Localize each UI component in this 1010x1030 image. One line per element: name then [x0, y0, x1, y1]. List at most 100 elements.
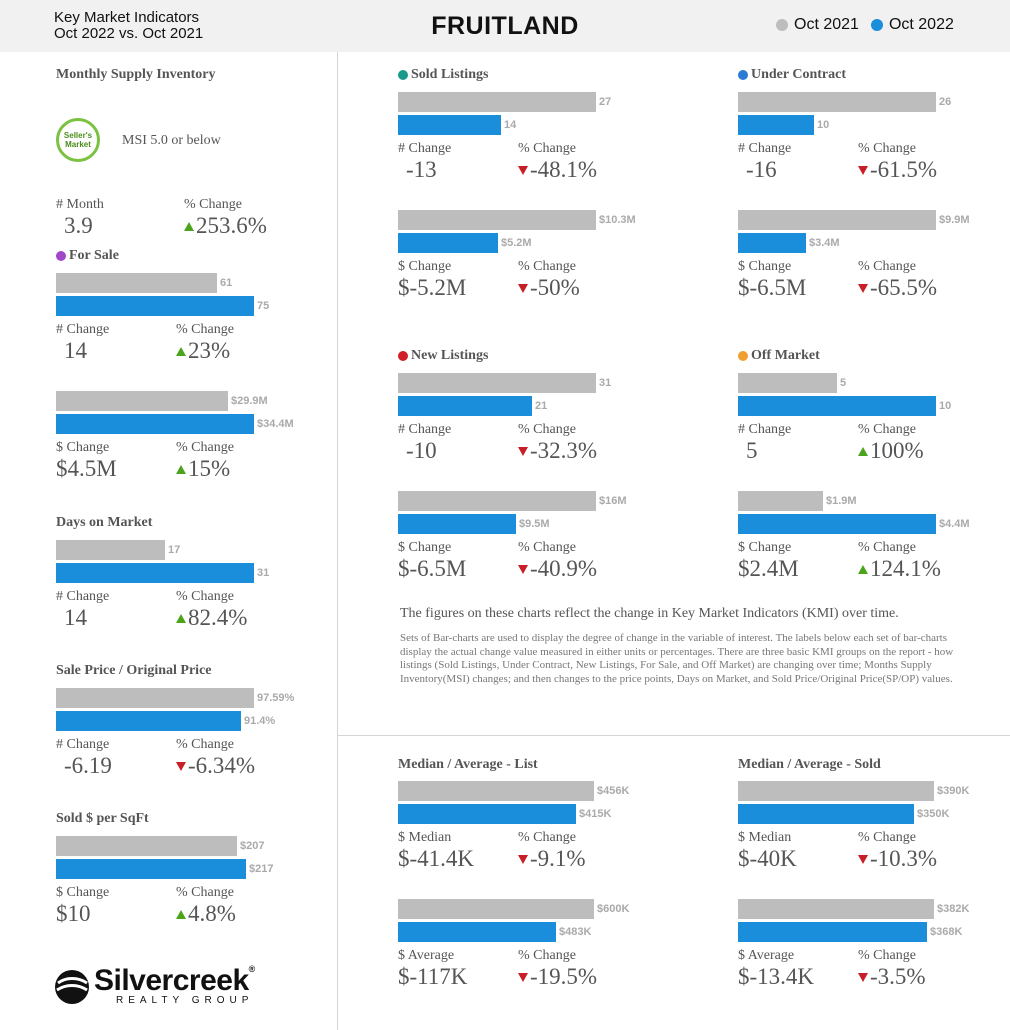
- sold-listings-count-stat-2-number: -48.1%: [530, 157, 598, 182]
- sale-price-ratio-bar-oct-2021: [56, 688, 254, 708]
- list-average-stat-2-value: -19.5%: [518, 965, 597, 989]
- sold-listings-count-title: Sold Listings: [398, 67, 488, 83]
- off-market-count-bar-label-oct-2022: 10: [939, 400, 952, 412]
- under-contract-volume-stat-2-label: % Change: [858, 259, 916, 274]
- up-arrow-icon: [176, 346, 186, 356]
- for-sale-count-bar-oct-2022: [56, 296, 254, 316]
- sold-median-bar-oct-2022: [738, 804, 914, 824]
- for-sale-volume-stat-1-label: $ Change: [56, 440, 110, 455]
- report-subtitle: Key Market Indicators Oct 2022 vs. Oct 2…: [54, 10, 203, 42]
- sold-per-sqft-stat-1-label: $ Change: [56, 885, 110, 900]
- new-listings-volume-bar-oct-2022: [398, 514, 516, 534]
- sold-listings-count-bar-label-oct-2021: 27: [599, 96, 612, 108]
- off-market-volume-stat-1-label: $ Change: [738, 540, 792, 555]
- sold-median-stat-2-value: -10.3%: [858, 847, 937, 871]
- sold-listings-count-bar-oct-2021: [398, 92, 596, 112]
- sold-listings-count-stat-1-label: # Change: [398, 141, 452, 156]
- down-arrow-icon: [858, 165, 868, 175]
- list-average-bar-oct-2022: [398, 922, 556, 942]
- sold-average-stat-2-number: -3.5%: [870, 964, 926, 989]
- sold-per-sqft-title: Sold $ per SqFt: [56, 811, 149, 827]
- legend-dot-oct-2022: [870, 19, 883, 31]
- days-on-market-stat-2-number: 82.4%: [188, 605, 248, 630]
- off-market-volume-bar-oct-2021: [738, 491, 823, 511]
- list-median-stat-1-value: $-41.4K: [398, 846, 475, 871]
- sold-average-bar-label-oct-2021: $382K: [937, 903, 970, 915]
- list-median-bar-label-oct-2022: $415K: [579, 808, 612, 820]
- sold-per-sqft-bar-oct-2022: [56, 859, 246, 879]
- notes-summary: The figures on these charts reflect the …: [400, 606, 899, 621]
- new-listings-volume-bar-oct-2021: [398, 491, 596, 511]
- new-listings-count-title-text: New Listings: [411, 348, 489, 363]
- off-market-volume-stat-2-value: 124.1%: [858, 557, 941, 581]
- sold-median-title-text: Median / Average - Sold: [738, 757, 881, 772]
- list-median-stat-2-value: -9.1%: [518, 847, 586, 871]
- for-sale-count-stat-2-label: % Change: [176, 322, 234, 337]
- new-listings-count-stat-1-label: # Change: [398, 422, 452, 437]
- legend: Oct 2021 Oct 2022: [776, 16, 954, 34]
- sold-median-stat-2-number: -10.3%: [870, 846, 938, 871]
- off-market-count-stat-2-number: 100%: [870, 438, 924, 463]
- sold-median-stat-2-label: % Change: [858, 830, 916, 845]
- under-contract-count-stat-2-number: -61.5%: [870, 157, 938, 182]
- for-sale-count-stat-2-number: 23%: [188, 338, 231, 363]
- list-average-stat-1-label: $ Average: [398, 948, 455, 963]
- sale-price-ratio-stat-1-value: -6.19: [64, 753, 112, 778]
- sale-price-ratio-bar-label-oct-2022: 91.4%: [244, 715, 276, 727]
- sold-average-stat-1-label: $ Average: [738, 948, 795, 963]
- msi-stat-1-label: # Month: [56, 197, 104, 212]
- off-market-volume-stat-2-label: % Change: [858, 540, 916, 555]
- down-arrow-icon: [518, 165, 528, 175]
- new-listings-volume-stat-2-label: % Change: [518, 540, 576, 555]
- new-listings-count-bar-label-oct-2022: 21: [535, 400, 548, 412]
- sold-listings-volume-bar-label-oct-2022: $5.2M: [501, 237, 532, 249]
- badge-text-1: Seller's: [63, 131, 93, 140]
- up-arrow-icon: [858, 446, 868, 456]
- sold-average-stat-2-label: % Change: [858, 948, 916, 963]
- new-listings-count-title: New Listings: [398, 348, 488, 364]
- new-listings-count-bar-oct-2021: [398, 373, 596, 393]
- sold-average-bar-oct-2022: [738, 922, 927, 942]
- list-average-bar-label-oct-2022: $483K: [559, 926, 592, 938]
- up-arrow-icon: [184, 221, 194, 231]
- down-arrow-icon: [176, 761, 186, 771]
- report-header: [0, 0, 1010, 52]
- under-contract-count-bar-label-oct-2021: 26: [939, 96, 952, 108]
- sale-price-ratio-stat-2-value: -6.34%: [176, 754, 255, 778]
- sold-median-stat-1-value: $-40K: [738, 846, 797, 871]
- msi-stat-2-value: 253.6%: [184, 214, 267, 238]
- days-on-market-stat-2-value: 82.4%: [176, 606, 247, 630]
- days-on-market-bar-oct-2021: [56, 540, 165, 560]
- sold-listings-volume-stat-1-label: $ Change: [398, 259, 452, 274]
- under-contract-count-stat-2-label: % Change: [858, 141, 916, 156]
- sold-median-bar-label-oct-2021: $390K: [937, 785, 970, 797]
- down-arrow-icon: [858, 283, 868, 293]
- under-contract-volume-stat-1-label: $ Change: [738, 259, 792, 274]
- for-sale-count-stat-1-value: 14: [64, 338, 87, 363]
- list-median-title-text: Median / Average - List: [398, 757, 538, 772]
- sellers-market-badge-icon: Seller's Market: [56, 118, 100, 162]
- sold-listings-count-stat-2-label: % Change: [518, 141, 576, 156]
- sold-average-bar-label-oct-2022: $368K: [930, 926, 963, 938]
- new-listings-volume-stat-1-value: $-6.5M: [398, 556, 467, 581]
- sale-price-ratio-stat-2-label: % Change: [176, 737, 234, 752]
- under-contract-count-bar-oct-2022: [738, 115, 814, 135]
- down-arrow-icon: [518, 972, 528, 982]
- sold-per-sqft-title-text: Sold $ per SqFt: [56, 811, 149, 826]
- logo-subtitle: REALTY GROUP: [116, 995, 254, 1006]
- under-contract-count-bar-label-oct-2022: 10: [817, 119, 830, 131]
- down-arrow-icon: [858, 972, 868, 982]
- sold-median-title: Median / Average - Sold: [738, 757, 881, 773]
- under-contract-volume-bar-oct-2022: [738, 233, 806, 253]
- under-contract-count-title: Under Contract: [738, 67, 846, 83]
- list-median-bar-oct-2021: [398, 781, 594, 801]
- off-market-volume-bar-label-oct-2021: $1.9M: [826, 495, 857, 507]
- sold-listings-volume-bar-oct-2022: [398, 233, 498, 253]
- msi-stat-1-value: 3.9: [64, 213, 93, 238]
- logo-registered-mark: ®: [248, 964, 256, 974]
- sold-listings-volume-bar-oct-2021: [398, 210, 596, 230]
- under-contract-volume-stat-2-value: -65.5%: [858, 276, 937, 300]
- off-market-count-title-text: Off Market: [751, 348, 820, 363]
- days-on-market-stat-2-label: % Change: [176, 589, 234, 604]
- list-average-stat-2-number: -19.5%: [530, 964, 598, 989]
